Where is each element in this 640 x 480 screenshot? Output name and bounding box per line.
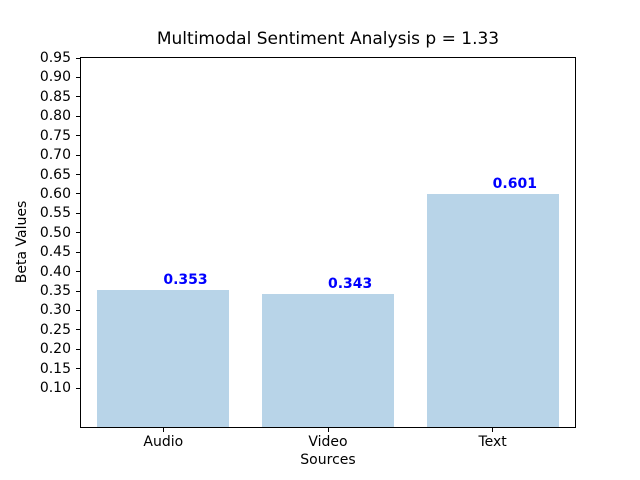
y-tick-label: 0.55 xyxy=(39,205,71,222)
y-tick-mark xyxy=(76,387,80,389)
y-tick-mark xyxy=(76,290,80,292)
y-tick-mark xyxy=(76,271,80,273)
bar-value-label: 0.601 xyxy=(492,175,537,192)
y-tick-mark xyxy=(76,232,80,234)
y-tick-mark xyxy=(76,76,80,78)
y-tick-mark xyxy=(76,309,80,311)
x-axis-label: Sources xyxy=(300,452,356,468)
y-tick-label: 0.85 xyxy=(39,88,71,105)
x-tick-mark xyxy=(492,428,494,432)
y-tick-mark xyxy=(76,174,80,176)
y-tick-label: 0.20 xyxy=(39,341,71,358)
y-tick-label: 0.40 xyxy=(39,263,71,280)
y-tick-label: 0.60 xyxy=(39,185,71,202)
y-tick-mark xyxy=(76,329,80,331)
x-tick-mark xyxy=(162,428,164,432)
x-tick-label: Audio xyxy=(143,434,184,450)
y-tick-mark xyxy=(76,251,80,253)
y-tick-label: 0.65 xyxy=(39,166,71,183)
y-tick-mark xyxy=(76,368,80,370)
y-tick-mark xyxy=(76,212,80,214)
y-tick-mark xyxy=(76,348,80,350)
y-tick-label: 0.25 xyxy=(39,321,71,338)
y-tick-label: 0.50 xyxy=(39,224,71,241)
y-tick-label: 0.45 xyxy=(39,244,71,261)
y-tick-label: 0.80 xyxy=(39,108,71,125)
y-tick-label: 0.15 xyxy=(39,360,71,377)
y-tick-label: 0.95 xyxy=(39,50,71,66)
y-tick-mark xyxy=(76,135,80,137)
chart-title: Multimodal Sentiment Analysis p = 1.33 xyxy=(156,29,500,49)
y-tick-mark xyxy=(76,57,80,59)
y-tick-label: 0.90 xyxy=(39,69,71,86)
bar-value-label: 0.353 xyxy=(163,271,208,288)
bar xyxy=(426,193,559,427)
y-tick-label: 0.70 xyxy=(39,147,71,164)
y-tick-label: 0.30 xyxy=(39,302,71,319)
bar-value-label: 0.343 xyxy=(328,275,373,292)
plot-area: 0.10 0.15 0.20 0.25 0.30 0.35 0.40 0.45 0.50 0.55… xyxy=(40,50,576,450)
x-tick-label: Text xyxy=(478,434,507,450)
y-tick-label: 0.75 xyxy=(39,127,71,144)
y-tick-mark xyxy=(76,115,80,117)
y-tick-mark xyxy=(76,154,80,156)
x-tick-label: Video xyxy=(308,434,348,450)
y-tick-label: 0.35 xyxy=(39,283,71,300)
y-tick-mark xyxy=(76,96,80,98)
x-tick-mark xyxy=(327,428,329,432)
y-tick-mark xyxy=(76,193,80,195)
bar xyxy=(262,293,394,427)
y-tick-label: 0.10 xyxy=(39,380,71,397)
bar xyxy=(97,289,230,427)
